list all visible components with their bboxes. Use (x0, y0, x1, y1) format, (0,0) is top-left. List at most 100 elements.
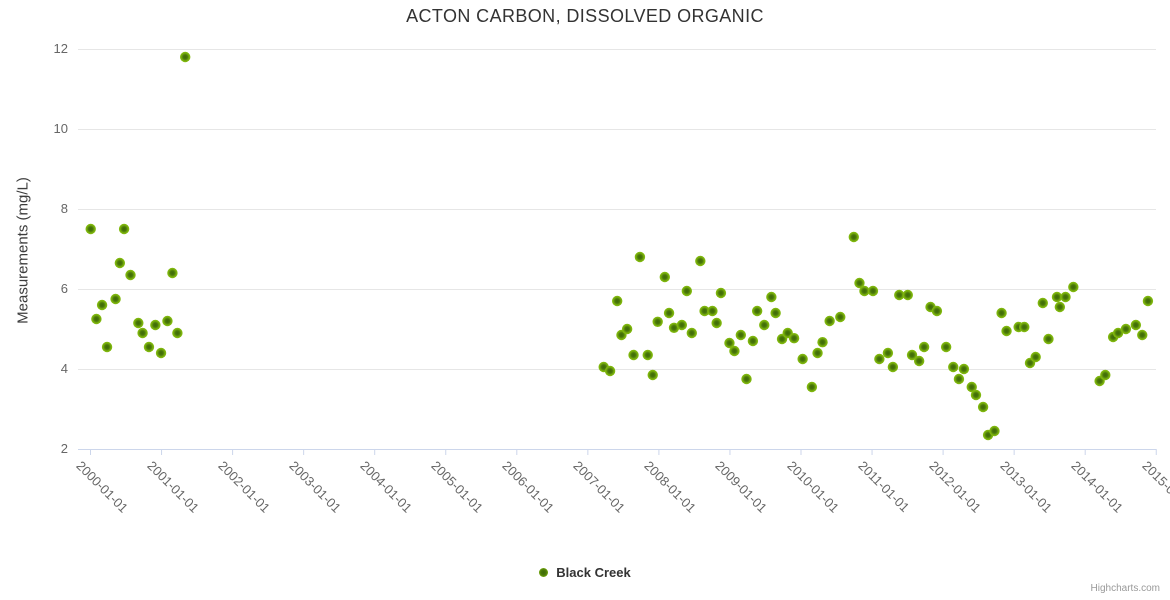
data-point[interactable] (1037, 297, 1048, 309)
data-point[interactable] (906, 349, 918, 361)
data-point[interactable] (1001, 325, 1012, 337)
data-point[interactable] (604, 365, 616, 377)
data-point[interactable] (989, 425, 1000, 437)
data-point[interactable] (824, 315, 835, 327)
data-point[interactable] (966, 381, 977, 393)
data-point[interactable] (125, 269, 136, 281)
data-point[interactable] (747, 335, 759, 347)
data-point[interactable] (729, 345, 740, 357)
data-point[interactable] (101, 341, 113, 353)
data-point[interactable] (1051, 291, 1063, 303)
data-point[interactable] (859, 285, 870, 297)
data-point[interactable] (180, 51, 191, 63)
data-point[interactable] (958, 363, 970, 375)
data-point[interactable] (894, 289, 905, 301)
data-point[interactable] (1043, 333, 1054, 345)
y-axis-label: 4 (60, 361, 68, 376)
y-axis-label: 8 (60, 201, 68, 216)
data-point[interactable] (931, 305, 943, 317)
data-point[interactable] (953, 373, 965, 385)
data-point[interactable] (1137, 329, 1148, 341)
data-point[interactable] (167, 267, 178, 279)
data-point[interactable] (766, 291, 777, 303)
data-point[interactable] (668, 322, 680, 333)
data-point[interactable] (867, 285, 879, 297)
data-point[interactable] (695, 255, 706, 267)
y-axis-label: 2 (60, 441, 68, 456)
y-axis-label: 12 (53, 41, 68, 56)
y-axis-label: 10 (53, 121, 68, 136)
data-point[interactable] (137, 327, 148, 339)
legend-item-black-creek[interactable]: Black Creek (0, 562, 1170, 582)
data-point[interactable] (835, 311, 846, 323)
data-point[interactable] (707, 305, 718, 317)
data-point[interactable] (699, 305, 710, 317)
data-point[interactable] (676, 319, 688, 331)
highcharts-credits-link[interactable]: Highcharts.com (1090, 583, 1160, 594)
data-point[interactable] (797, 353, 808, 365)
data-point[interactable] (659, 271, 670, 283)
data-point[interactable] (711, 317, 722, 329)
data-point[interactable] (1060, 291, 1071, 303)
data-point[interactable] (611, 295, 623, 307)
data-point[interactable] (686, 327, 697, 339)
data-point[interactable] (741, 373, 752, 385)
data-point[interactable] (85, 223, 96, 235)
data-point[interactable] (91, 313, 102, 325)
data-point[interactable] (621, 323, 633, 335)
data-point[interactable] (902, 289, 913, 301)
legend-label: Black Creek (556, 564, 631, 580)
data-point[interactable] (996, 307, 1007, 319)
data-point[interactable] (133, 317, 144, 329)
data-point[interactable] (96, 299, 108, 311)
data-point[interactable] (882, 347, 894, 359)
data-point[interactable] (715, 287, 727, 299)
data-point[interactable] (663, 307, 675, 319)
data-point[interactable] (1100, 369, 1111, 381)
data-point[interactable] (681, 285, 693, 297)
data-point[interactable] (642, 349, 653, 361)
data-point[interactable] (647, 369, 658, 381)
data-point[interactable] (162, 315, 173, 327)
data-point[interactable] (652, 316, 663, 327)
data-point[interactable] (724, 337, 735, 349)
data-point[interactable] (155, 347, 167, 359)
data-point[interactable] (854, 277, 865, 289)
data-point[interactable] (940, 341, 952, 353)
y-axis-label: 6 (60, 281, 68, 296)
data-point[interactable] (1068, 281, 1079, 293)
data-point[interactable] (806, 381, 818, 393)
data-point[interactable] (913, 355, 925, 367)
data-point[interactable] (172, 327, 183, 339)
data-point[interactable] (770, 307, 781, 319)
data-point[interactable] (751, 305, 763, 317)
data-point[interactable] (977, 401, 989, 413)
data-point[interactable] (948, 361, 959, 373)
data-point[interactable] (887, 361, 899, 373)
data-point[interactable] (1054, 301, 1066, 313)
data-point[interactable] (848, 231, 859, 243)
data-point[interactable] (1019, 321, 1030, 333)
data-point[interactable] (788, 333, 800, 344)
data-point[interactable] (1130, 319, 1142, 331)
data-point[interactable] (110, 293, 121, 305)
data-point[interactable] (118, 223, 130, 235)
data-point[interactable] (114, 257, 126, 269)
data-point[interactable] (874, 353, 885, 365)
data-point[interactable] (970, 389, 982, 401)
data-point[interactable] (143, 341, 155, 353)
data-point[interactable] (634, 251, 646, 263)
data-point[interactable] (628, 349, 639, 361)
data-point[interactable] (918, 341, 930, 353)
data-point[interactable] (759, 319, 770, 331)
data-point[interactable] (817, 337, 828, 348)
data-point[interactable] (1120, 323, 1132, 335)
data-point[interactable] (1112, 327, 1124, 339)
data-point[interactable] (150, 319, 161, 331)
data-point[interactable] (735, 329, 747, 341)
data-point[interactable] (1142, 295, 1154, 307)
data-point[interactable] (1030, 351, 1041, 363)
data-point[interactable] (812, 347, 823, 359)
